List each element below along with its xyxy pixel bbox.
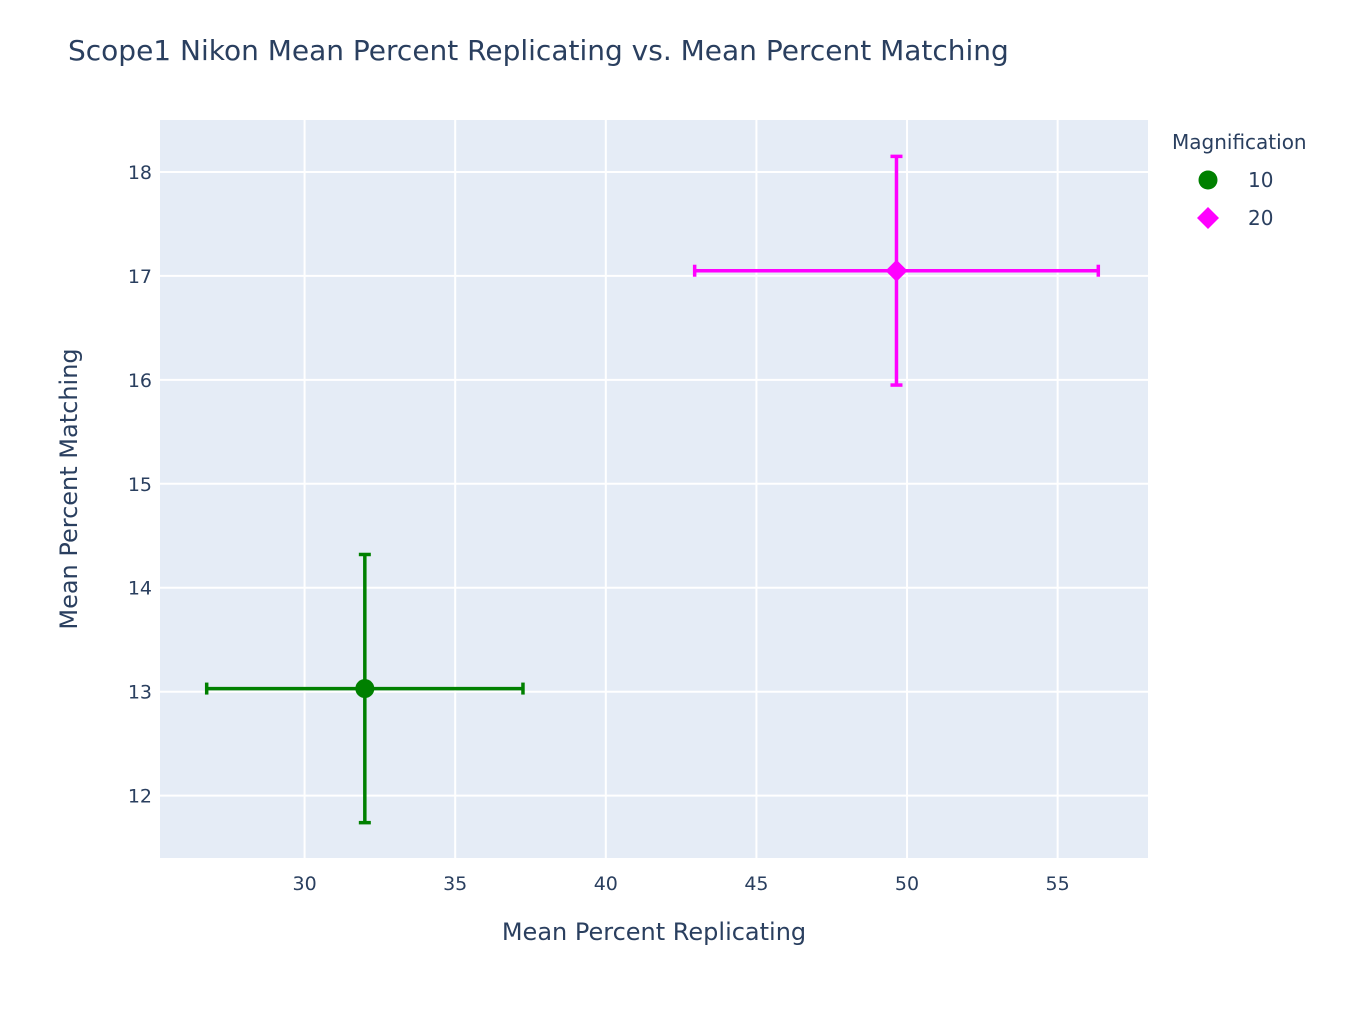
y-tick-label: 17 — [128, 266, 152, 288]
y-tick-label: 13 — [128, 682, 152, 704]
legend-title: Magnification — [1172, 130, 1307, 154]
y-tick-label: 15 — [128, 474, 152, 496]
y-tick-label: 18 — [128, 162, 152, 184]
data-marks — [204, 154, 1101, 825]
legend-marker-diamond — [1197, 207, 1219, 229]
y-tick-label: 16 — [128, 370, 152, 392]
x-tick-label: 45 — [744, 873, 768, 895]
x-tick-label: 30 — [292, 873, 316, 895]
y-axis-title: Mean Percent Matching — [55, 348, 83, 629]
chart-title: Scope1 Nikon Mean Percent Replicating vs… — [68, 34, 1009, 67]
series-10 — [204, 552, 525, 825]
series-20 — [692, 154, 1101, 387]
x-tick-label: 35 — [443, 873, 467, 895]
grid — [160, 120, 1148, 858]
x-tick-label: 40 — [594, 873, 618, 895]
data-point-circle — [355, 679, 375, 699]
tick-labels: 30 35 40 45 50 55 12 13 14 15 16 17 18 — [128, 162, 1070, 895]
legend: Magnification 10 20 — [1172, 130, 1307, 230]
y-tick-label: 12 — [128, 786, 152, 808]
data-point-diamond — [885, 259, 908, 282]
y-tick-label: 14 — [128, 578, 152, 600]
legend-marker-circle — [1198, 170, 1218, 190]
legend-label: 20 — [1248, 206, 1273, 230]
plot-area — [160, 120, 1148, 858]
x-tick-label: 50 — [895, 873, 919, 895]
legend-label: 10 — [1248, 168, 1273, 192]
x-axis-title: Mean Percent Replicating — [502, 918, 806, 946]
x-tick-label: 55 — [1046, 873, 1070, 895]
